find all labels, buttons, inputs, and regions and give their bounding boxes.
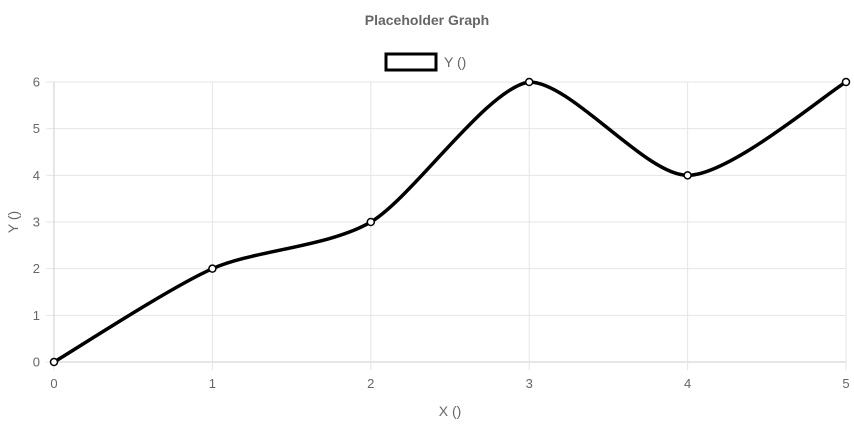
x-tick-label: 1 (209, 376, 216, 391)
data-point[interactable] (49, 357, 59, 367)
legend[interactable]: Y () (384, 52, 466, 72)
y-tick-label: 1 (33, 308, 40, 323)
y-tick-label: 4 (33, 168, 40, 183)
data-point[interactable] (366, 217, 376, 227)
data-point[interactable] (208, 264, 217, 273)
y-tick-label: 2 (33, 261, 40, 276)
x-tick-label: 3 (526, 376, 533, 391)
x-tick-label: 2 (367, 376, 374, 391)
data-point[interactable] (683, 171, 692, 180)
legend-swatch[interactable] (384, 52, 438, 72)
y-tick-label: 0 (33, 355, 40, 370)
y-tick-label: 3 (33, 215, 40, 230)
x-tick-label: 0 (50, 376, 57, 391)
y-axis-title: Y () (5, 211, 21, 233)
x-axis-title: X () (439, 403, 462, 419)
data-point[interactable] (524, 77, 534, 87)
chart-title: Placeholder Graph (365, 12, 489, 28)
grid (53, 81, 847, 363)
series (52, 80, 848, 364)
data-points (49, 77, 851, 367)
legend-label[interactable]: Y () (444, 54, 466, 70)
series-line (52, 80, 848, 364)
y-tick-label: 6 (33, 75, 40, 90)
axes (46, 81, 847, 370)
x-tick-label: 4 (684, 376, 691, 391)
y-tick-label: 5 (33, 121, 40, 136)
tick-labels: 0 1 2 3 4 5 6 0 1 2 3 4 5 (33, 75, 850, 392)
data-point[interactable] (841, 77, 851, 87)
x-tick-label: 5 (842, 376, 849, 391)
